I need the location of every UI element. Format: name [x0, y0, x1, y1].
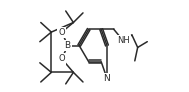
Text: O: O	[59, 54, 65, 63]
Text: N: N	[104, 74, 110, 83]
Text: NH: NH	[117, 36, 130, 45]
Text: O: O	[59, 28, 65, 37]
Text: B: B	[65, 41, 71, 50]
